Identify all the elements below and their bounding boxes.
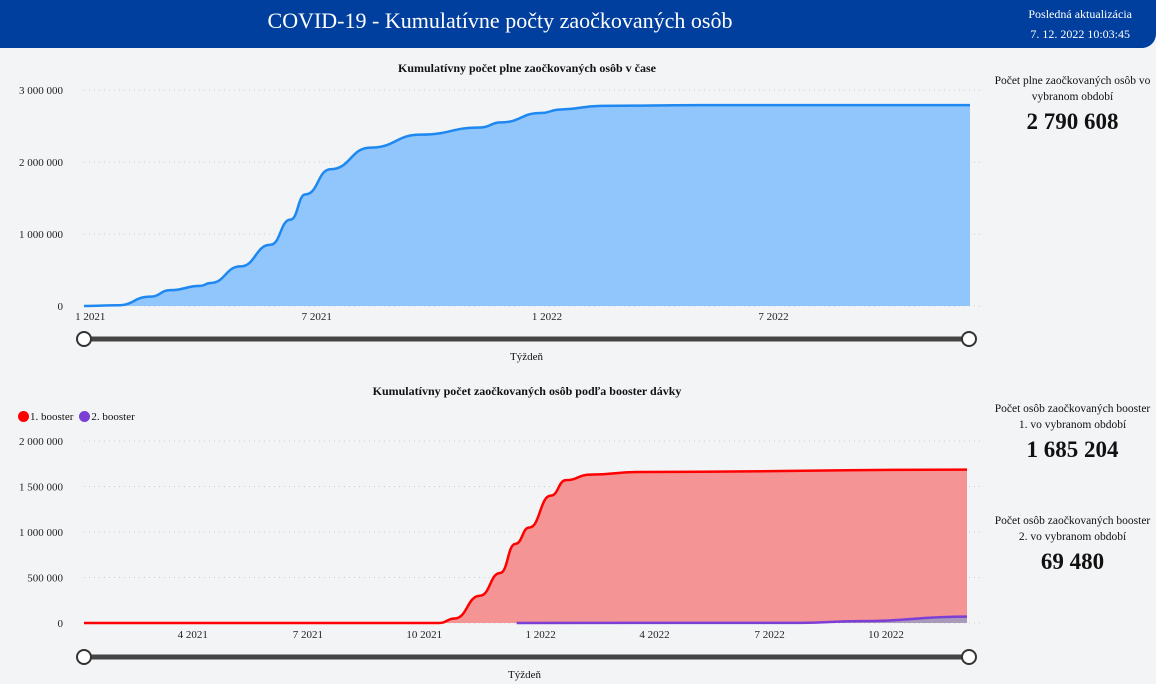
kpi-booster1: Počet osôb zaočkovaných booster 1. vo vy… (990, 401, 1155, 463)
series-line-1-1[interactable] (516, 615, 968, 625)
y-tick-label: 500 000 (27, 573, 63, 585)
x-tick-label: 1 2022 (526, 629, 556, 641)
x-tick-label: 1 2022 (532, 311, 562, 323)
range-slider-start-handle[interactable] (76, 649, 92, 665)
y-tick-label: 2 000 000 (19, 157, 64, 169)
x-tick-label: 7 2022 (758, 311, 788, 323)
kpi-fully-vaccinated: Počet plne zaočkovaných osôb vo vybranom… (990, 73, 1155, 135)
kpi-booster2: Počet osôb zaočkovaných booster 2. vo vy… (990, 513, 1155, 575)
series-line-0-0[interactable] (83, 103, 971, 308)
y-tick-label: 3 000 000 (19, 85, 64, 97)
series-area-1-0 (84, 469, 967, 623)
y-tick-label: 1 000 000 (19, 229, 64, 241)
header: COVID-19 - Kumulatívne počty zaočkovanýc… (0, 0, 1156, 48)
y-tick-label: 0 (58, 301, 64, 313)
x-tick-label: 4 2022 (639, 629, 669, 641)
range-slider-end-handle[interactable] (961, 331, 977, 347)
chart2-slider-label: Týždeň (508, 669, 541, 681)
chart1-title: Kumulatívny počet plne zaočkovaných osôb… (397, 61, 656, 75)
x-tick-label: 10 2022 (868, 629, 904, 641)
y-tick-label: 0 (58, 618, 64, 630)
x-tick-label: 10 2021 (406, 629, 442, 641)
kpi-value: 1 685 204 (1026, 437, 1119, 462)
y-tick-label: 2 000 000 (19, 436, 64, 448)
y-tick-label: 1 000 000 (19, 527, 64, 539)
chart2-title: Kumulatívny počet zaočkovaných osôb podľ… (372, 384, 682, 398)
x-tick-label: 1 2021 (75, 311, 105, 323)
series-area-0-0 (84, 105, 970, 306)
legend-item-booster2[interactable]: 2. booster (79, 411, 135, 423)
legend-dot-icon (79, 411, 91, 422)
legend-item-booster1[interactable]: 1. booster (18, 411, 73, 423)
kpi-value: 69 480 (1040, 549, 1105, 574)
kpi-label: Počet plne zaočkovaných osôb vo vybranom… (994, 75, 1151, 103)
kpi-value: 2 790 608 (1026, 109, 1119, 134)
kpi-label: Počet osôb zaočkovaných booster 2. vo vy… (994, 515, 1151, 543)
x-tick-label: 7 2022 (755, 629, 785, 641)
kpi-label: Počet osôb zaočkovaných booster 1. vo vy… (994, 403, 1151, 431)
page-title: COVID-19 - Kumulatívne počty zaočkovanýc… (267, 8, 733, 33)
series-line-1-0[interactable] (83, 468, 968, 625)
update-timestamp: 7. 12. 2022 10:03:45 (1030, 27, 1130, 41)
range-slider-start-handle[interactable] (76, 331, 92, 347)
x-tick-label: 7 2021 (293, 629, 323, 641)
range-slider-end-handle[interactable] (961, 649, 977, 665)
x-tick-label: 7 2021 (302, 311, 332, 323)
y-tick-label: 1 500 000 (19, 482, 64, 494)
legend-label: 1. booster (30, 411, 74, 423)
x-tick-label: 4 2021 (178, 629, 208, 641)
chart2-legend: 1. booster 2. booster (18, 411, 135, 423)
update-label: Posledná aktualizácia (1028, 7, 1132, 21)
legend-dot-icon (18, 411, 29, 422)
legend-label: 2. booster (91, 411, 135, 423)
chart1-slider-label: Týždeň (510, 351, 543, 363)
